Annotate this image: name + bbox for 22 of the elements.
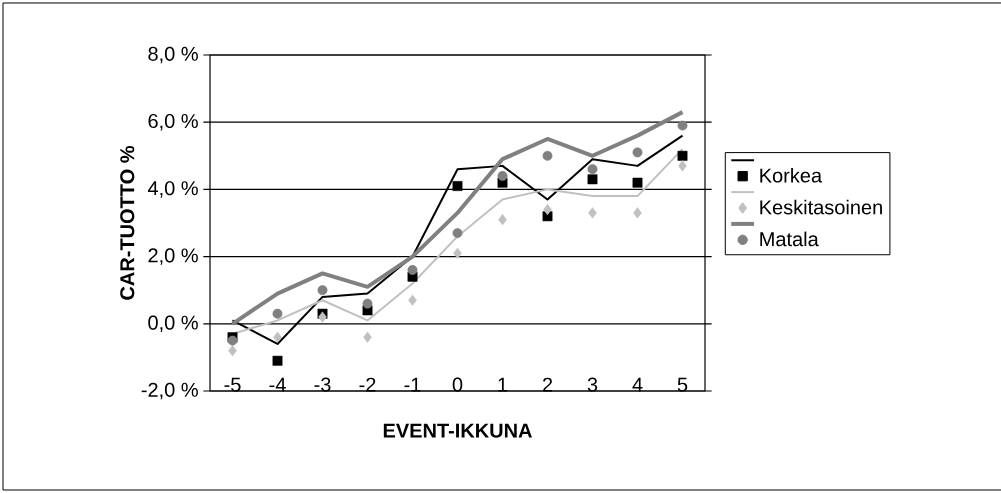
x-tick-label: -3: [314, 377, 331, 392]
x-axis-title: EVENT-IKKUNA: [383, 423, 532, 438]
x-tick-label: 0: [452, 377, 463, 392]
x-tick-label: 1: [498, 377, 508, 392]
y-tick-label: 0,0 %: [148, 315, 198, 333]
y-tick-label: 6,0 %: [148, 113, 198, 131]
x-tick-label: 2: [542, 377, 553, 392]
x-tick-label: 5: [677, 377, 688, 392]
y-tick-label: 8,0 %: [148, 46, 198, 64]
x-tick-label: 4: [632, 377, 643, 392]
y-tick-label: 4,0 %: [147, 181, 198, 198]
legend-label: Korkea: [760, 167, 823, 183]
x-tick-label: -2: [359, 377, 376, 392]
x-tick-label: -5: [224, 377, 241, 392]
y-tick-label: 2,0 %: [148, 248, 198, 265]
x-tick-label: 3: [587, 377, 598, 392]
y-tick-label: -2,0 %: [141, 382, 198, 400]
legend-label: Matala: [760, 231, 819, 247]
y-axis-title: CAR-TUOTTO %: [120, 145, 135, 300]
legend-label: Keskitasoinen: [760, 199, 882, 215]
x-tick-label: -1: [404, 377, 421, 392]
x-tick-label: -4: [269, 377, 286, 392]
